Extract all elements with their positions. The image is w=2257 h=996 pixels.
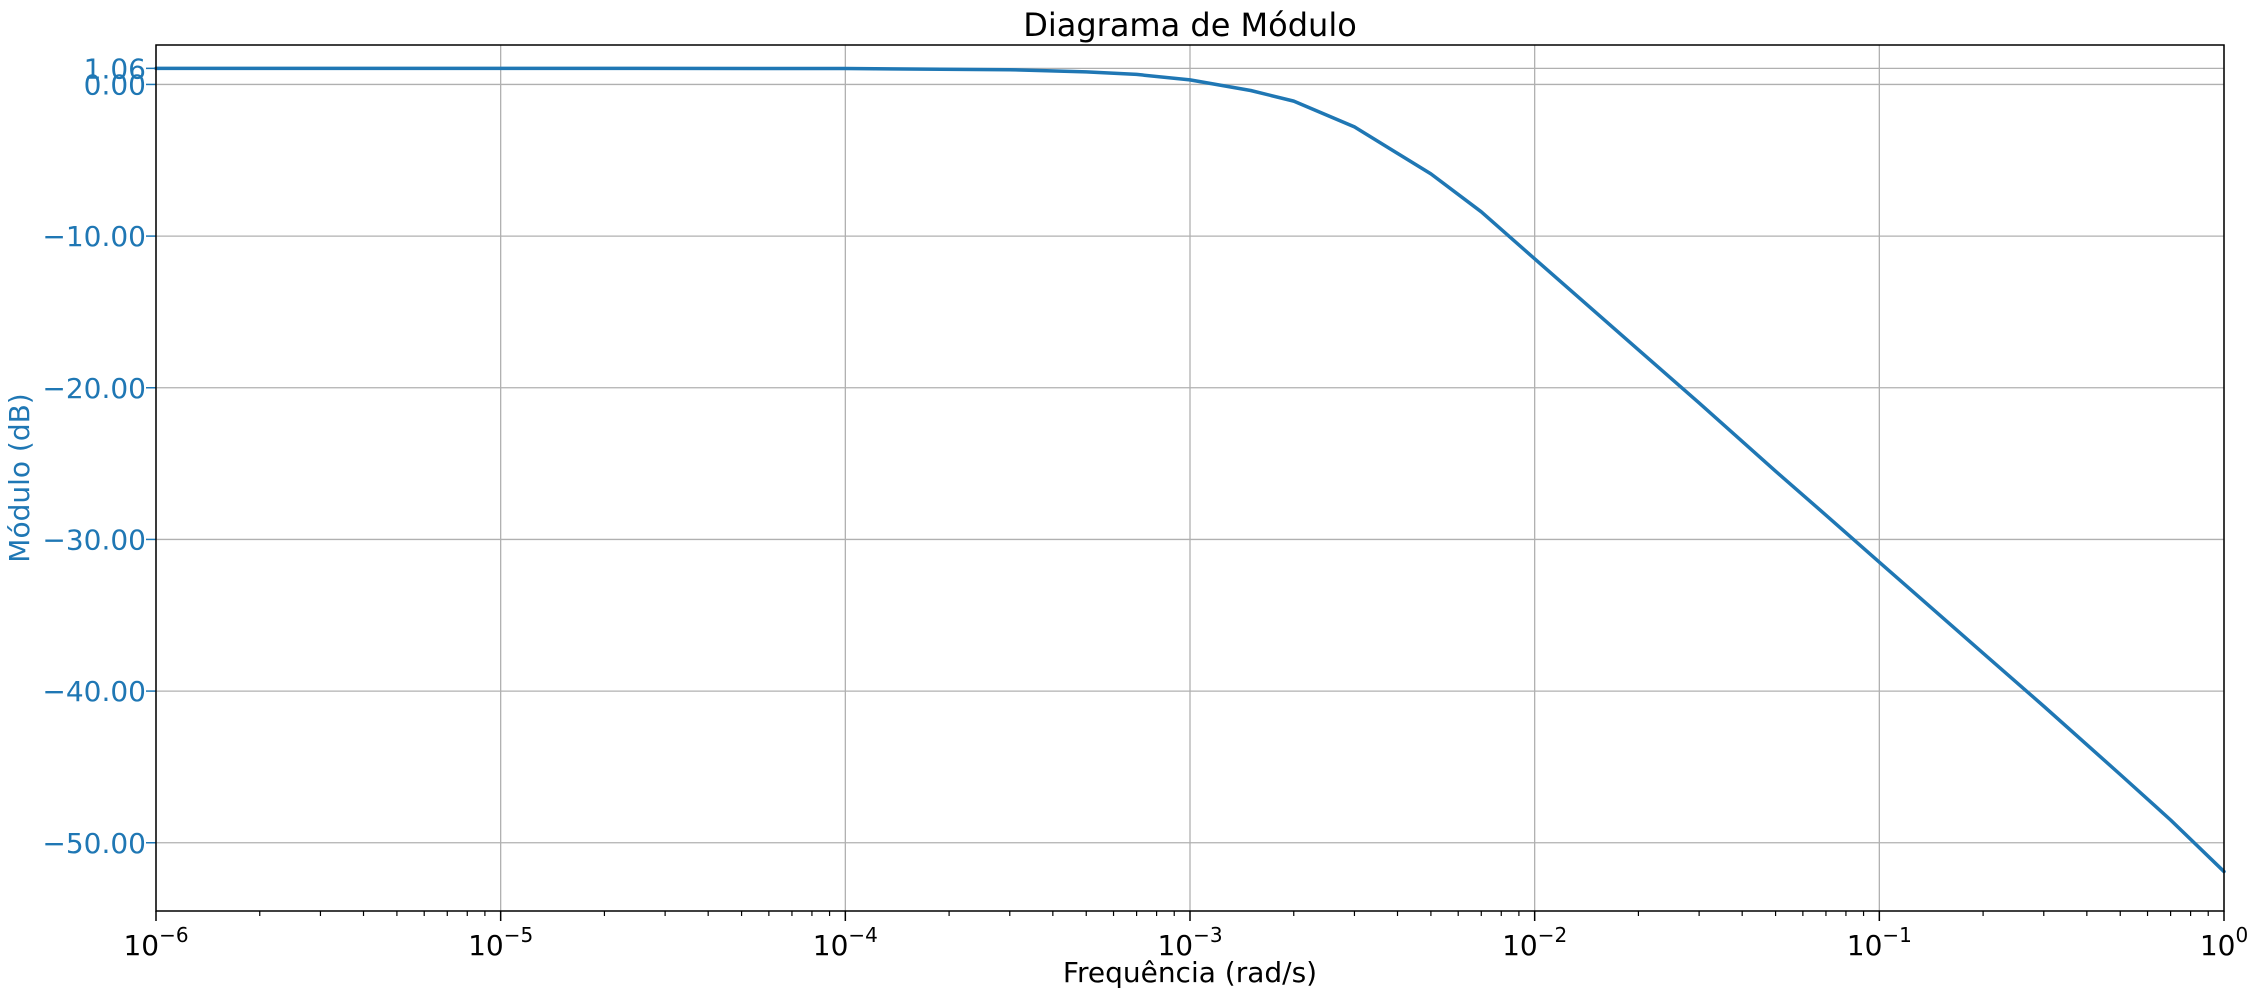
x-tick-base: 10 bbox=[2200, 929, 2236, 962]
x-tick-base: 10 bbox=[1502, 929, 1538, 962]
y-tick-label: 0.00 bbox=[84, 68, 146, 101]
x-tick-exponent: −3 bbox=[1193, 923, 1222, 947]
x-tick-label: 10−2 bbox=[1502, 923, 1567, 962]
y-tick-label: −10.00 bbox=[42, 220, 146, 253]
x-tick-exponent: −5 bbox=[504, 923, 533, 947]
y-tick-label: −40.00 bbox=[42, 675, 146, 708]
x-tick-exponent: −6 bbox=[159, 923, 188, 947]
x-tick-base: 10 bbox=[1157, 929, 1193, 962]
axis-ticks bbox=[146, 67, 2225, 921]
plot-frame bbox=[155, 44, 2225, 912]
x-tick-labels: 10−6 10−5 10−4 10−3 10−2 10−1 100 bbox=[123, 923, 2248, 962]
y-tick-labels: 1.060.00 −10.00 −20.00 −30.00 −40.00 −50.00 bbox=[42, 52, 146, 859]
grid-lines bbox=[155, 45, 2225, 911]
x-tick-base: 10 bbox=[1847, 929, 1883, 962]
y-tick-label: −50.00 bbox=[42, 827, 146, 860]
x-tick-label: 100 bbox=[2200, 923, 2248, 962]
x-tick-base: 10 bbox=[123, 929, 159, 962]
y-tick-label: −30.00 bbox=[42, 523, 146, 556]
x-tick-exponent: −4 bbox=[848, 923, 877, 947]
chart-title: Diagrama de Módulo bbox=[1023, 6, 1357, 44]
y-axis-label: Módulo (dB) bbox=[3, 393, 36, 562]
x-tick-label: 10−6 bbox=[123, 923, 188, 962]
x-tick-label: 10−5 bbox=[468, 923, 533, 962]
x-tick-exponent: −2 bbox=[1538, 923, 1567, 947]
x-tick-label: 10−4 bbox=[813, 923, 878, 962]
y-tick-label: 1.06 bbox=[84, 52, 146, 85]
y-tick-label: −20.00 bbox=[42, 372, 146, 405]
x-tick-label: 10−1 bbox=[1847, 923, 1912, 962]
x-tick-exponent: 0 bbox=[2235, 923, 2248, 947]
x-tick-label: 10−3 bbox=[1157, 923, 1222, 962]
x-tick-exponent: −1 bbox=[1882, 923, 1911, 947]
x-tick-base: 10 bbox=[468, 929, 504, 962]
x-axis-label: Frequência (rad/s) bbox=[1063, 956, 1317, 989]
series-line bbox=[154, 66, 2226, 874]
series-lines bbox=[154, 66, 2226, 874]
x-tick-base: 10 bbox=[813, 929, 849, 962]
